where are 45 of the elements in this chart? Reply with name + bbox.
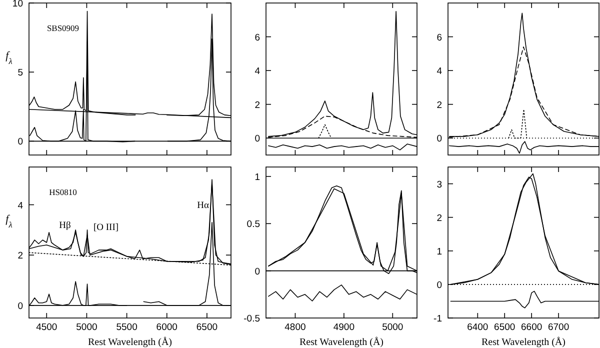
x-tick-label: 5000 bbox=[382, 322, 404, 333]
annotation: SBS0909 bbox=[46, 23, 80, 33]
x-tick-label: 6000 bbox=[156, 322, 178, 333]
x-tick-label: 5500 bbox=[116, 322, 138, 333]
annotation: Hβ bbox=[59, 221, 72, 231]
x-axis-title: Rest Wavelength (Å) bbox=[482, 336, 566, 348]
y-tick-label: 0 bbox=[18, 136, 23, 148]
y-tick-label: 0 bbox=[436, 280, 442, 291]
x-tick-label: 6700 bbox=[548, 322, 570, 333]
annotation: Hα bbox=[197, 201, 209, 211]
y-tick-label: 4 bbox=[18, 200, 23, 212]
y-tick-label: 5 bbox=[18, 68, 23, 79]
y-tick-label: 2 bbox=[18, 250, 23, 262]
y-tick-label: -1 bbox=[434, 314, 442, 324]
y-tick-label: 10 bbox=[12, 0, 23, 10]
y-axis-title: f$_{λ}$ bbox=[6, 50, 13, 66]
x-axis-title: Rest Wavelength (Å) bbox=[300, 336, 384, 348]
x-axis-title: Rest Wavelength (Å) bbox=[88, 336, 172, 348]
y-tick-label: 0 bbox=[18, 300, 23, 312]
y-tick-label: 1 bbox=[254, 172, 260, 183]
x-tick-label: 6400 bbox=[467, 322, 488, 333]
x-tick-label: 4900 bbox=[333, 322, 355, 333]
y-tick-label: 2 bbox=[436, 100, 442, 111]
y-tick-label: 4 bbox=[436, 66, 442, 78]
annotation: [O III] bbox=[93, 223, 119, 233]
y-tick-label: 0 bbox=[436, 134, 442, 145]
y-tick-label: 2 bbox=[436, 212, 442, 224]
y-tick-label: 2 bbox=[254, 100, 260, 111]
y-tick-label: 6 bbox=[254, 32, 260, 44]
x-tick-label: 4500 bbox=[36, 322, 58, 333]
annotation: HS0810 bbox=[49, 187, 77, 197]
x-tick-label: 6500 bbox=[494, 322, 516, 333]
y-tick-label: 3 bbox=[436, 179, 442, 190]
x-tick-label: 5000 bbox=[76, 322, 98, 333]
y-tick-label: -0.5 bbox=[244, 314, 260, 324]
y-tick-label: 0 bbox=[254, 266, 260, 278]
y-tick-label: 0 bbox=[254, 134, 260, 145]
y-tick-label: 6 bbox=[436, 32, 442, 44]
y-tick-label: 0.5 bbox=[246, 219, 260, 230]
y-axis-title: f$_{λ}$ bbox=[6, 214, 13, 229]
y-tick-label: 4 bbox=[254, 66, 260, 78]
x-tick-label: 6600 bbox=[521, 322, 542, 333]
x-tick-label: 6500 bbox=[196, 322, 218, 333]
x-tick-label: 4800 bbox=[284, 322, 306, 333]
y-tick-label: 1 bbox=[436, 246, 442, 258]
